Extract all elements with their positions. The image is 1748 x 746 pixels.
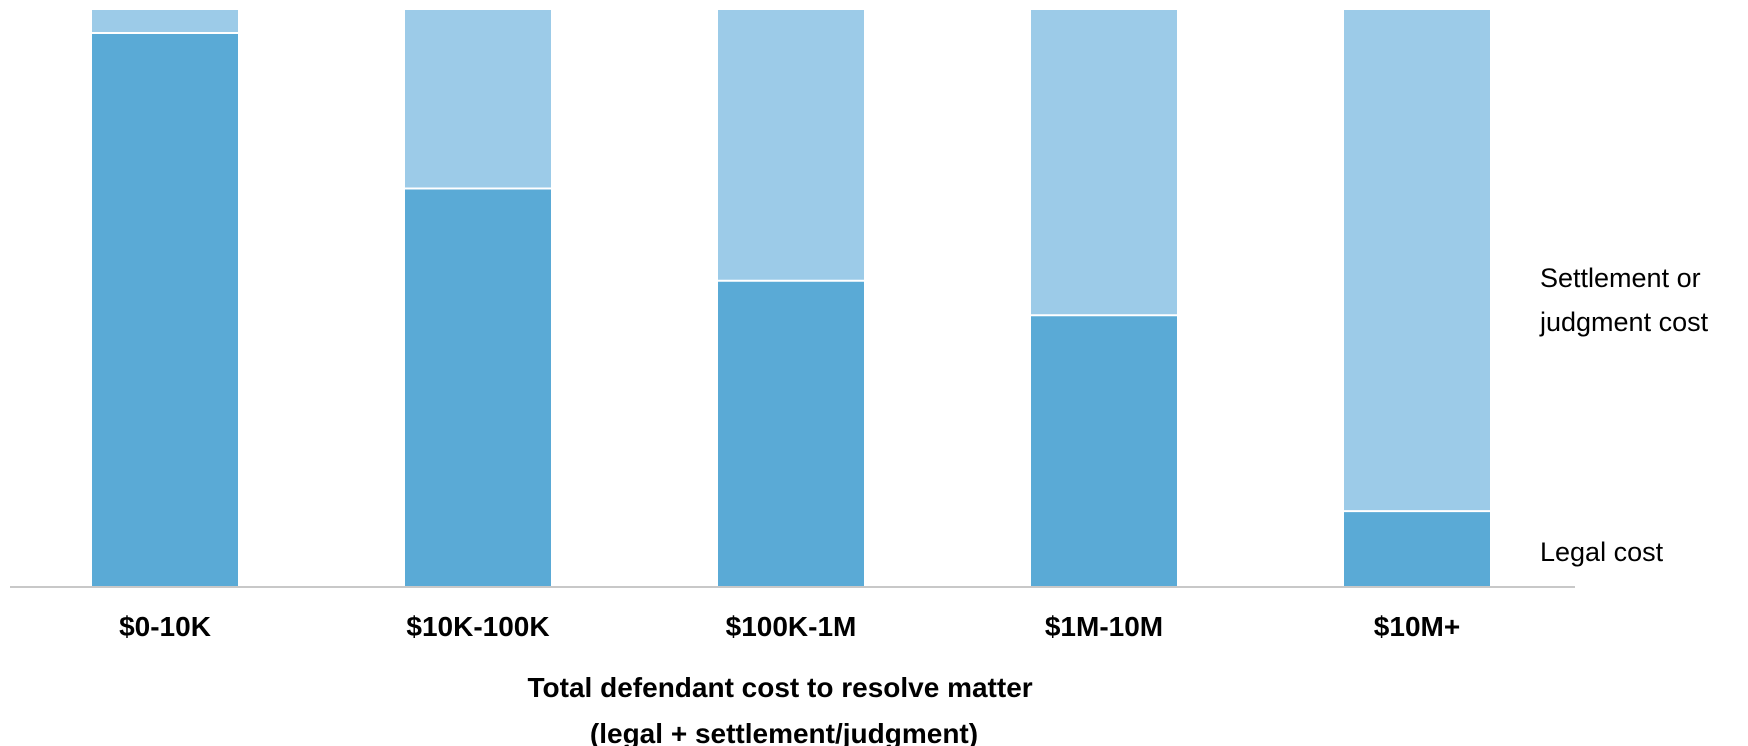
bar-settlement-0 bbox=[92, 10, 238, 34]
x-tick-label-4: $10M+ bbox=[1374, 611, 1460, 642]
bars-group bbox=[92, 10, 1490, 587]
legend-settlement-line-1: Settlement or bbox=[1540, 263, 1701, 293]
x-axis-title-line-1: Total defendant cost to resolve matter bbox=[528, 672, 1033, 703]
x-tick-label-1: $10K-100K bbox=[406, 611, 549, 642]
bar-legal-2 bbox=[718, 280, 864, 586]
x-tick-labels: $0-10K $10K-100K $100K-1M $1M-10M $10M+ bbox=[119, 611, 1460, 642]
bar-settlement-1 bbox=[405, 10, 551, 189]
bar-settlement-2 bbox=[718, 10, 864, 281]
x-tick-label-0: $0-10K bbox=[119, 611, 211, 642]
bar-legal-4 bbox=[1344, 511, 1490, 586]
x-tick-label-2: $100K-1M bbox=[726, 611, 857, 642]
bar-legal-1 bbox=[405, 188, 551, 586]
bar-legal-3 bbox=[1031, 315, 1177, 586]
legend-label-legal: Legal cost bbox=[1540, 537, 1664, 567]
bar-legal-0 bbox=[92, 33, 238, 587]
legend-settlement-line-2: judgment cost bbox=[1539, 307, 1709, 337]
x-axis-title: Total defendant cost to resolve matter (… bbox=[528, 672, 1041, 746]
legend-label-settlement: Settlement or judgment cost bbox=[1539, 263, 1709, 337]
bar-settlement-3 bbox=[1031, 10, 1177, 316]
x-tick-label-3: $1M-10M bbox=[1045, 611, 1163, 642]
bar-settlement-4 bbox=[1344, 10, 1490, 512]
x-axis-title-line-2: (legal + settlement/judgment) bbox=[590, 718, 978, 746]
